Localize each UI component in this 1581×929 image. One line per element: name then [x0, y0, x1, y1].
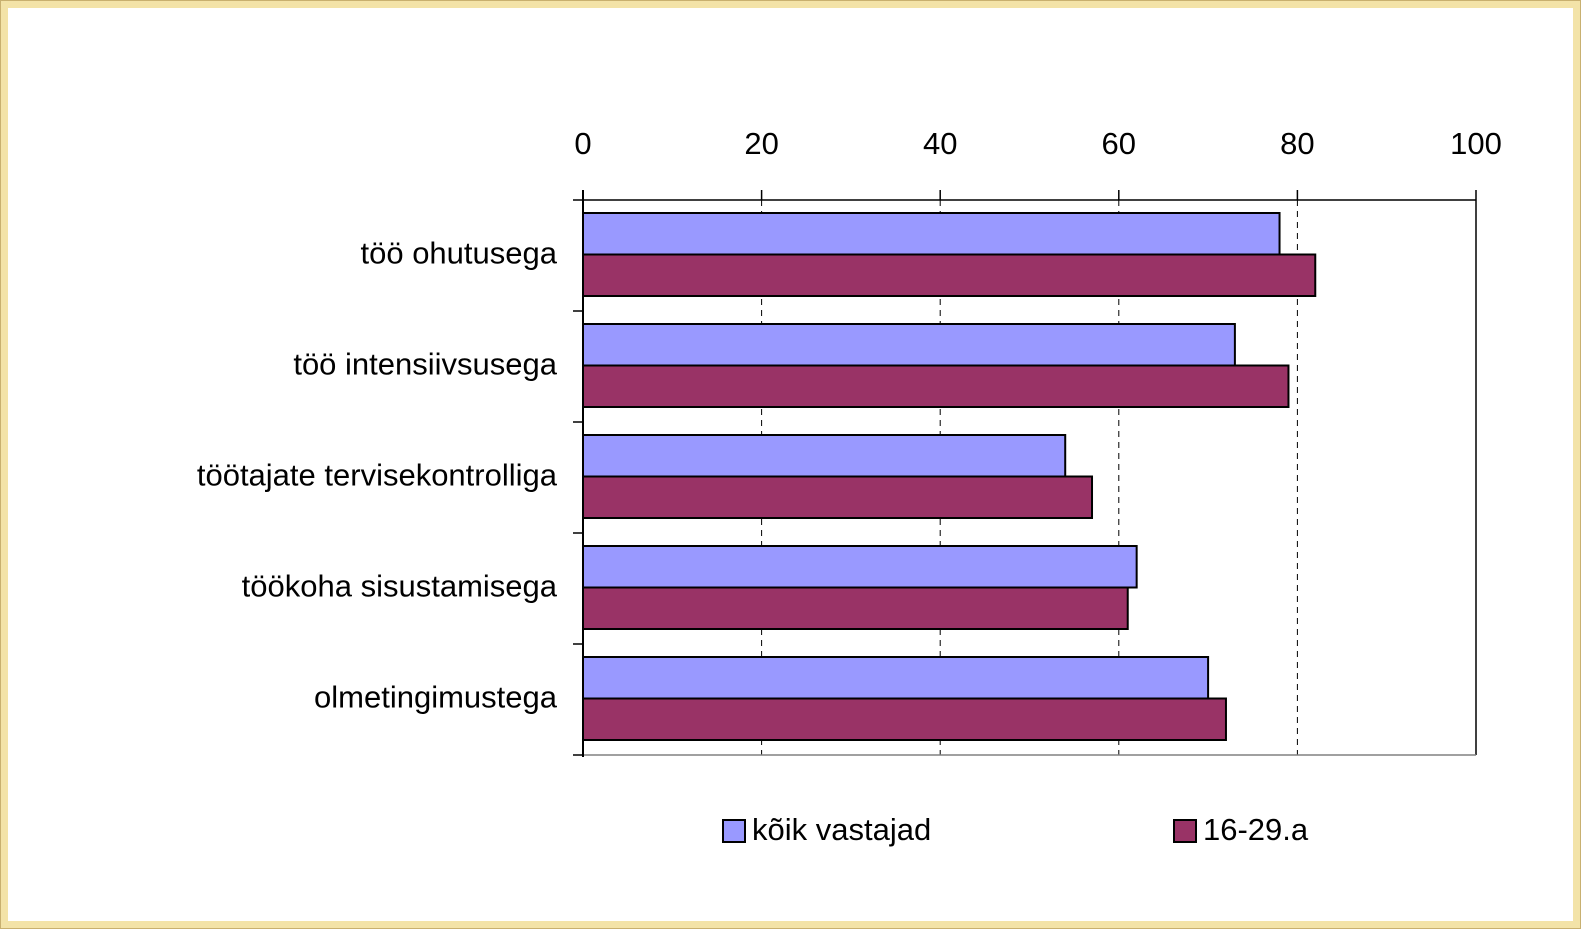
legend-swatch: [722, 819, 746, 843]
bar: [582, 656, 1210, 700]
legend-swatch: [1173, 819, 1197, 843]
bar: [582, 253, 1317, 297]
bar: [582, 323, 1236, 367]
x-tick-label: 0: [574, 126, 591, 161]
y-tick-label: töö ohutusega: [360, 236, 557, 271]
y-tick-label: töö intensiivsusega: [293, 347, 557, 382]
bar: [582, 434, 1067, 478]
x-tick-label: 100: [1450, 126, 1502, 161]
x-tick-label: 80: [1280, 126, 1314, 161]
legend-label: 16-29.a: [1203, 812, 1309, 847]
y-tick-label: töötajate tervisekontrolliga: [197, 458, 558, 493]
x-tick-label: 60: [1102, 126, 1136, 161]
x-tick-label: 40: [923, 126, 957, 161]
y-tick-label: olmetingimustega: [314, 680, 558, 715]
bar: [582, 475, 1094, 519]
bar: [582, 697, 1227, 741]
bar: [582, 545, 1138, 589]
y-tick-label: töökoha sisustamisega: [242, 569, 558, 604]
legend-label: kõik vastajad: [752, 812, 931, 847]
bar: [582, 212, 1281, 256]
x-tick-label: 20: [744, 126, 778, 161]
bar: [582, 364, 1290, 408]
bar: [582, 586, 1129, 630]
